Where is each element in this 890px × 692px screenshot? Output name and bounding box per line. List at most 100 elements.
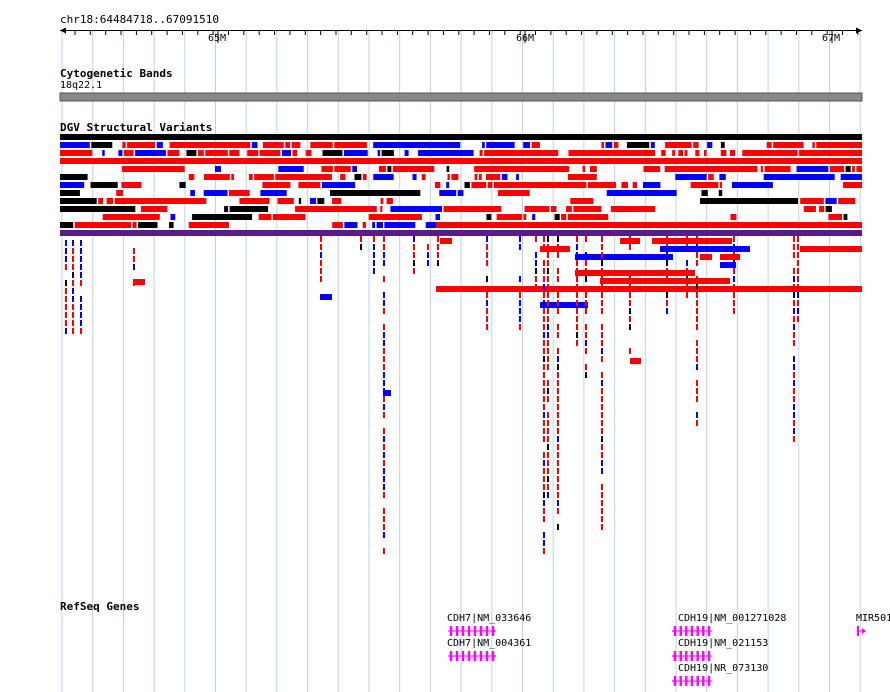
variant-stack-25: [733, 300, 735, 306]
variant-stack-15: [543, 548, 545, 554]
variant-row-5: [587, 182, 617, 188]
variant-row-5: [843, 182, 862, 188]
variant-stack-16: [547, 364, 549, 370]
variant-row-9: [496, 214, 522, 220]
variant-stack-26: [793, 388, 795, 394]
variant-row-1: [377, 150, 381, 156]
variant-stack-16: [547, 452, 549, 458]
variant-stack-8: [383, 524, 385, 530]
variant-row-8: [524, 206, 550, 212]
variant-stack-15: [543, 356, 545, 362]
variant-stack-8: [383, 244, 385, 250]
gene-exon: [690, 626, 694, 636]
variant-row-1: [259, 150, 281, 156]
gene-strand-arrow: [672, 678, 676, 684]
variant-row-5: [719, 182, 722, 188]
gene-label-cdh19-nr-073130[interactable]: CDH19|NR_073130: [678, 663, 769, 674]
variant-stack-26: [793, 316, 795, 322]
variant-row-1: [229, 150, 240, 156]
variant-row-9: [567, 214, 609, 220]
gene-label-mir501[interactable]: MIR501: [856, 613, 890, 624]
variant-stack-8: [383, 508, 385, 514]
variant-row-0: [650, 142, 655, 148]
variant-stack-20: [601, 444, 603, 450]
variant-stack-17: [557, 300, 559, 306]
variant-stack-12: [486, 244, 488, 250]
gene-exon: [702, 676, 705, 686]
variant-stack-8: [383, 380, 385, 386]
variant-stack-16: [547, 396, 549, 402]
gene-label-cdh7-nm-033646[interactable]: CDH7|NM_033646: [447, 613, 532, 624]
variant-stack-11: [437, 236, 439, 242]
variant-stack-25: [733, 292, 735, 298]
gene-exon: [679, 626, 682, 636]
variant-stack-22: [666, 252, 668, 258]
variant-stack-24: [696, 300, 698, 306]
variant-row-8: [825, 206, 832, 212]
variant-row-3: [582, 166, 586, 172]
variant-row-1: [135, 150, 166, 156]
variant-stack-19: [585, 348, 587, 354]
variant-stack-5: [320, 236, 322, 242]
variant-stack-17: [557, 524, 559, 530]
variant-row-9: [192, 214, 253, 220]
variant-row-0: [127, 142, 156, 148]
variant-stack-19: [585, 308, 587, 314]
variant-stack-15: [543, 468, 545, 474]
variant-row-1: [292, 150, 298, 156]
variant-row-3: [664, 166, 758, 172]
variant-stack-1: [72, 296, 74, 302]
variant-row-10: [188, 222, 229, 228]
variant-stack-17: [557, 396, 559, 402]
variant-stack-18: [576, 252, 578, 258]
variant-row-1: [381, 150, 394, 156]
variant-stack-16: [547, 492, 549, 498]
variant-stack-8: [383, 396, 385, 402]
gene-exon: [696, 676, 699, 686]
gene-exon: [449, 651, 453, 661]
variant-row-3: [392, 166, 435, 172]
variant-stack-3: [133, 256, 135, 262]
variant-stack-26: [793, 412, 795, 418]
variant-row-8: [229, 206, 269, 212]
variant-stack-20: [601, 300, 603, 306]
variant-row-1: [102, 150, 105, 156]
variant-stack-16: [547, 252, 549, 258]
variant-stack-21: [629, 308, 631, 314]
variant-stack-14: [535, 252, 537, 258]
gene-label-cdh7-nm-004361[interactable]: CDH7|NM_004361: [447, 638, 532, 649]
variant-stack-3: [133, 248, 135, 254]
variant-stack-1: [72, 304, 74, 310]
gene-exon: [696, 626, 699, 636]
variant-stack-8: [383, 348, 385, 354]
gene-label-cdh19-nm-001271028[interactable]: CDH19|NM_001271028: [678, 613, 787, 624]
variant-row-7: [106, 198, 114, 204]
variant-stack-26: [793, 420, 795, 426]
variant-row-0: [523, 142, 531, 148]
variant-row-0: [812, 142, 815, 148]
variant-row-4: [249, 174, 253, 180]
gene-label-cdh19-nm-021153[interactable]: CDH19|NM_021153: [678, 638, 769, 649]
variant-stack-16: [547, 476, 549, 482]
variant-row-3: [321, 166, 333, 172]
variant-row-1: [60, 150, 93, 156]
variant-stack-15: [543, 428, 545, 434]
variant-stack-17: [557, 460, 559, 466]
variant-stack-1: [72, 328, 74, 334]
gene-exon: [485, 651, 489, 661]
variant-row-6: [606, 190, 677, 196]
variant-stack-12: [486, 276, 488, 282]
variant-row-0: [310, 142, 333, 148]
variant-stack-15: [543, 516, 545, 522]
variant-stack-9: [413, 236, 415, 242]
variant-row-0: [60, 142, 90, 148]
variant-stack-9: [413, 252, 415, 258]
variant-stack-8: [383, 292, 385, 298]
variant-stack-20: [601, 252, 603, 258]
variant-row-0: [531, 142, 540, 148]
variant-stack-17: [557, 252, 559, 258]
variant-stack-16: [547, 468, 549, 474]
variant-stack-8: [383, 236, 385, 242]
variant-row-4: [675, 174, 707, 180]
